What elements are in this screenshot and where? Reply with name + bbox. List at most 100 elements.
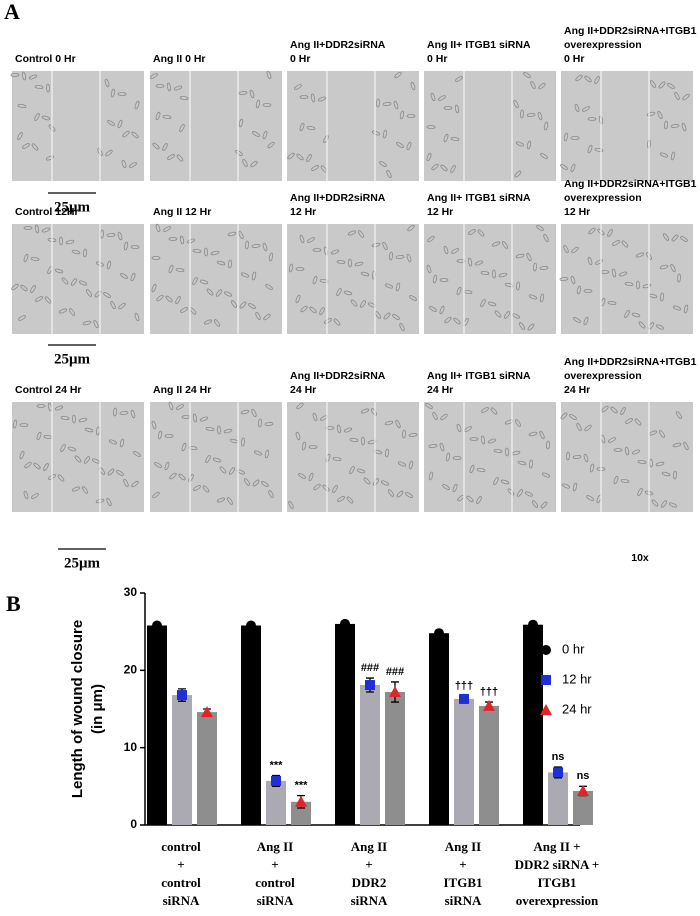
- cell: [48, 124, 56, 132]
- cell: [410, 81, 416, 91]
- cell: [573, 317, 581, 323]
- cell: [168, 401, 174, 411]
- bar: [573, 790, 593, 825]
- cell: [642, 283, 652, 289]
- cell: [624, 446, 630, 456]
- cell: [165, 295, 173, 303]
- cell: [23, 490, 29, 500]
- cell: [155, 111, 161, 121]
- cell: [83, 248, 87, 258]
- marker: [365, 680, 375, 691]
- cell: [373, 449, 383, 455]
- cell: [646, 111, 656, 117]
- x-tick-label: ITGB1: [537, 875, 576, 890]
- cell: [238, 91, 248, 95]
- cell: [673, 470, 677, 480]
- cell: [431, 163, 439, 171]
- cell: [312, 275, 318, 285]
- cell: [670, 263, 676, 273]
- cell: [530, 80, 536, 90]
- cell: [71, 486, 81, 492]
- x-tick-label: +: [459, 857, 466, 872]
- caption: Ang II+DDR2siRNA+ITGB1: [564, 356, 697, 368]
- cell: [251, 271, 257, 281]
- cell: [117, 92, 127, 96]
- marker: [271, 775, 281, 786]
- cell: [223, 428, 233, 434]
- caption: Control 24 Hr: [15, 384, 82, 396]
- cell: [301, 441, 307, 451]
- panel-label: B: [6, 591, 21, 616]
- cell: [216, 497, 226, 503]
- x-tick-label: ITGB1: [443, 875, 482, 890]
- x-tick-label: Ang II: [351, 839, 388, 854]
- cell: [613, 475, 619, 485]
- cell: [636, 280, 640, 290]
- cell: [258, 418, 262, 428]
- cell: [31, 143, 39, 151]
- cell: [657, 110, 663, 120]
- cell: [241, 437, 245, 447]
- cell: [151, 283, 157, 293]
- cell: [150, 73, 158, 79]
- cell: [264, 449, 270, 459]
- cell: [120, 273, 128, 279]
- cell: [162, 143, 168, 151]
- cell: [444, 316, 452, 324]
- micrograph: [12, 224, 144, 334]
- cell: [572, 482, 578, 492]
- cell: [452, 483, 458, 493]
- cell: [480, 435, 486, 445]
- cell: [192, 249, 202, 253]
- cell: [74, 455, 82, 463]
- cell: [83, 456, 91, 464]
- cell: [309, 306, 317, 314]
- cell: [58, 308, 68, 314]
- cell: [12, 419, 18, 429]
- cell: [367, 439, 377, 445]
- x-tick-label: DDR2 siRNA +: [515, 857, 600, 872]
- cell: [450, 136, 460, 142]
- bar: [523, 624, 543, 825]
- legend-label: 0 hr: [562, 641, 585, 656]
- cell: [205, 427, 215, 431]
- cell: [631, 449, 641, 455]
- cell: [264, 422, 274, 426]
- cell: [429, 306, 437, 312]
- y-tick-label: 10: [124, 740, 138, 754]
- caption: Ang II+ ITGB1 siRNA: [427, 370, 531, 382]
- cell: [288, 500, 294, 510]
- caption: Ang II+DDR2siRNA+ITGB1: [564, 25, 697, 37]
- cell: [493, 476, 499, 486]
- cell: [295, 294, 301, 304]
- cell: [116, 470, 124, 476]
- cell: [393, 100, 399, 110]
- x-tick-label: siRNA: [351, 893, 388, 908]
- cell: [494, 310, 502, 318]
- cell: [503, 311, 511, 319]
- cell: [539, 430, 545, 440]
- cell: [560, 164, 568, 170]
- cell: [440, 164, 448, 172]
- cell: [607, 300, 617, 306]
- cell: [134, 100, 140, 110]
- cell: [531, 500, 539, 508]
- cell: [266, 70, 272, 80]
- micrograph: [150, 71, 282, 181]
- cell: [131, 480, 139, 488]
- cell: [597, 228, 605, 236]
- cell: [380, 480, 390, 486]
- scale-bar-label: 25μm: [64, 555, 101, 571]
- cell: [539, 293, 545, 303]
- legend-label: 12 hr: [562, 671, 592, 686]
- cell: [97, 147, 103, 157]
- cell: [529, 459, 533, 469]
- cell: [587, 117, 597, 121]
- cell: [249, 89, 255, 99]
- cell: [683, 441, 689, 451]
- cell: [595, 259, 603, 265]
- cell: [359, 300, 367, 308]
- cell: [504, 419, 514, 425]
- cell: [312, 412, 318, 422]
